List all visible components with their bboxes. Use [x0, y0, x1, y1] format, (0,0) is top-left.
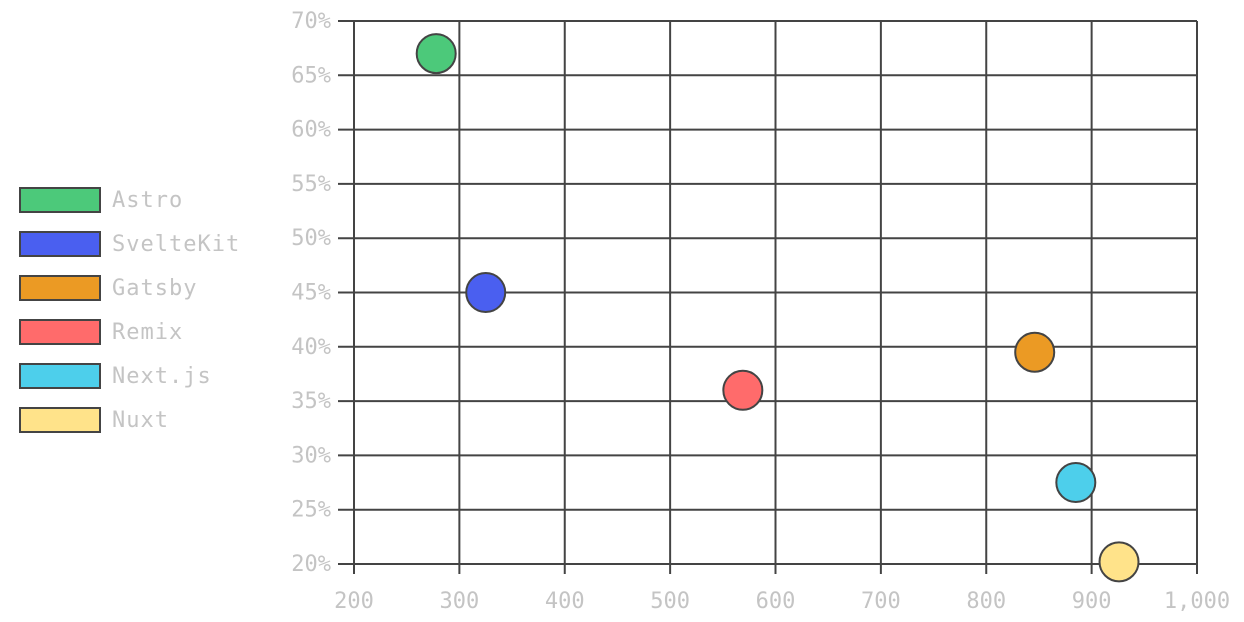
legend-label: Gatsby: [112, 276, 197, 301]
legend-swatch: [19, 187, 101, 213]
legend-swatch: [19, 319, 101, 345]
y-tick-label: 35%: [291, 389, 331, 414]
point-remix[interactable]: [722, 369, 764, 411]
y-tick-label: 70%: [291, 9, 331, 34]
x-tick-label: 700: [861, 589, 901, 614]
point-nuxt[interactable]: [1098, 541, 1140, 583]
x-tick-label: 1,000: [1164, 589, 1230, 614]
y-tick-label: 65%: [291, 63, 331, 88]
x-tick-label: 600: [756, 589, 796, 614]
y-tick-label: 45%: [291, 281, 331, 306]
legend-label: SvelteKit: [112, 232, 240, 257]
legend-label: Nuxt: [112, 408, 169, 433]
point-sveltekit[interactable]: [465, 272, 507, 313]
legend-item[interactable]: Gatsby: [19, 275, 197, 301]
x-tick-label: 800: [966, 589, 1006, 614]
legend-item[interactable]: Nuxt: [19, 407, 169, 433]
legend-item[interactable]: Astro: [19, 187, 183, 213]
y-tick-label: 40%: [291, 335, 331, 360]
legend-swatch: [19, 275, 101, 301]
y-tick-label: 50%: [291, 226, 331, 251]
point-gatsby[interactable]: [1014, 331, 1056, 373]
legend-item[interactable]: Remix: [19, 319, 183, 345]
x-tick-label: 900: [1072, 589, 1112, 614]
legend-swatch: [19, 231, 101, 257]
point-astro[interactable]: [415, 33, 457, 75]
data-points: [415, 33, 1140, 583]
legend-label: Next.js: [112, 364, 212, 389]
legend: Astro SvelteKit Gatsby Remix Next.js Nuxt: [19, 187, 240, 433]
legend-item[interactable]: SvelteKit: [19, 231, 240, 257]
y-tick-label: 20%: [291, 552, 331, 577]
y-axis-ticks: 20% 25% 30% 35% 40% 45% 50% 55% 60% 65% 70%: [291, 9, 331, 577]
y-tick-label: 30%: [291, 443, 331, 468]
x-tick-label: 300: [440, 589, 480, 614]
y-tick-label: 60%: [291, 118, 331, 143]
y-tick-label: 25%: [291, 498, 331, 523]
legend-item[interactable]: Next.js: [19, 363, 212, 389]
y-tick-label: 55%: [291, 172, 331, 197]
x-tick-label: 500: [650, 589, 690, 614]
point-next-js[interactable]: [1055, 462, 1097, 504]
legend-swatch: [19, 407, 101, 433]
legend-label: Remix: [112, 320, 183, 345]
x-tick-label: 400: [545, 589, 585, 614]
x-tick-label: 200: [334, 589, 374, 614]
legend-label: Astro: [112, 188, 183, 213]
x-axis-ticks: 200 300 400 500 600 700 800 900 1,000: [334, 589, 1230, 614]
legend-swatch: [19, 363, 101, 389]
